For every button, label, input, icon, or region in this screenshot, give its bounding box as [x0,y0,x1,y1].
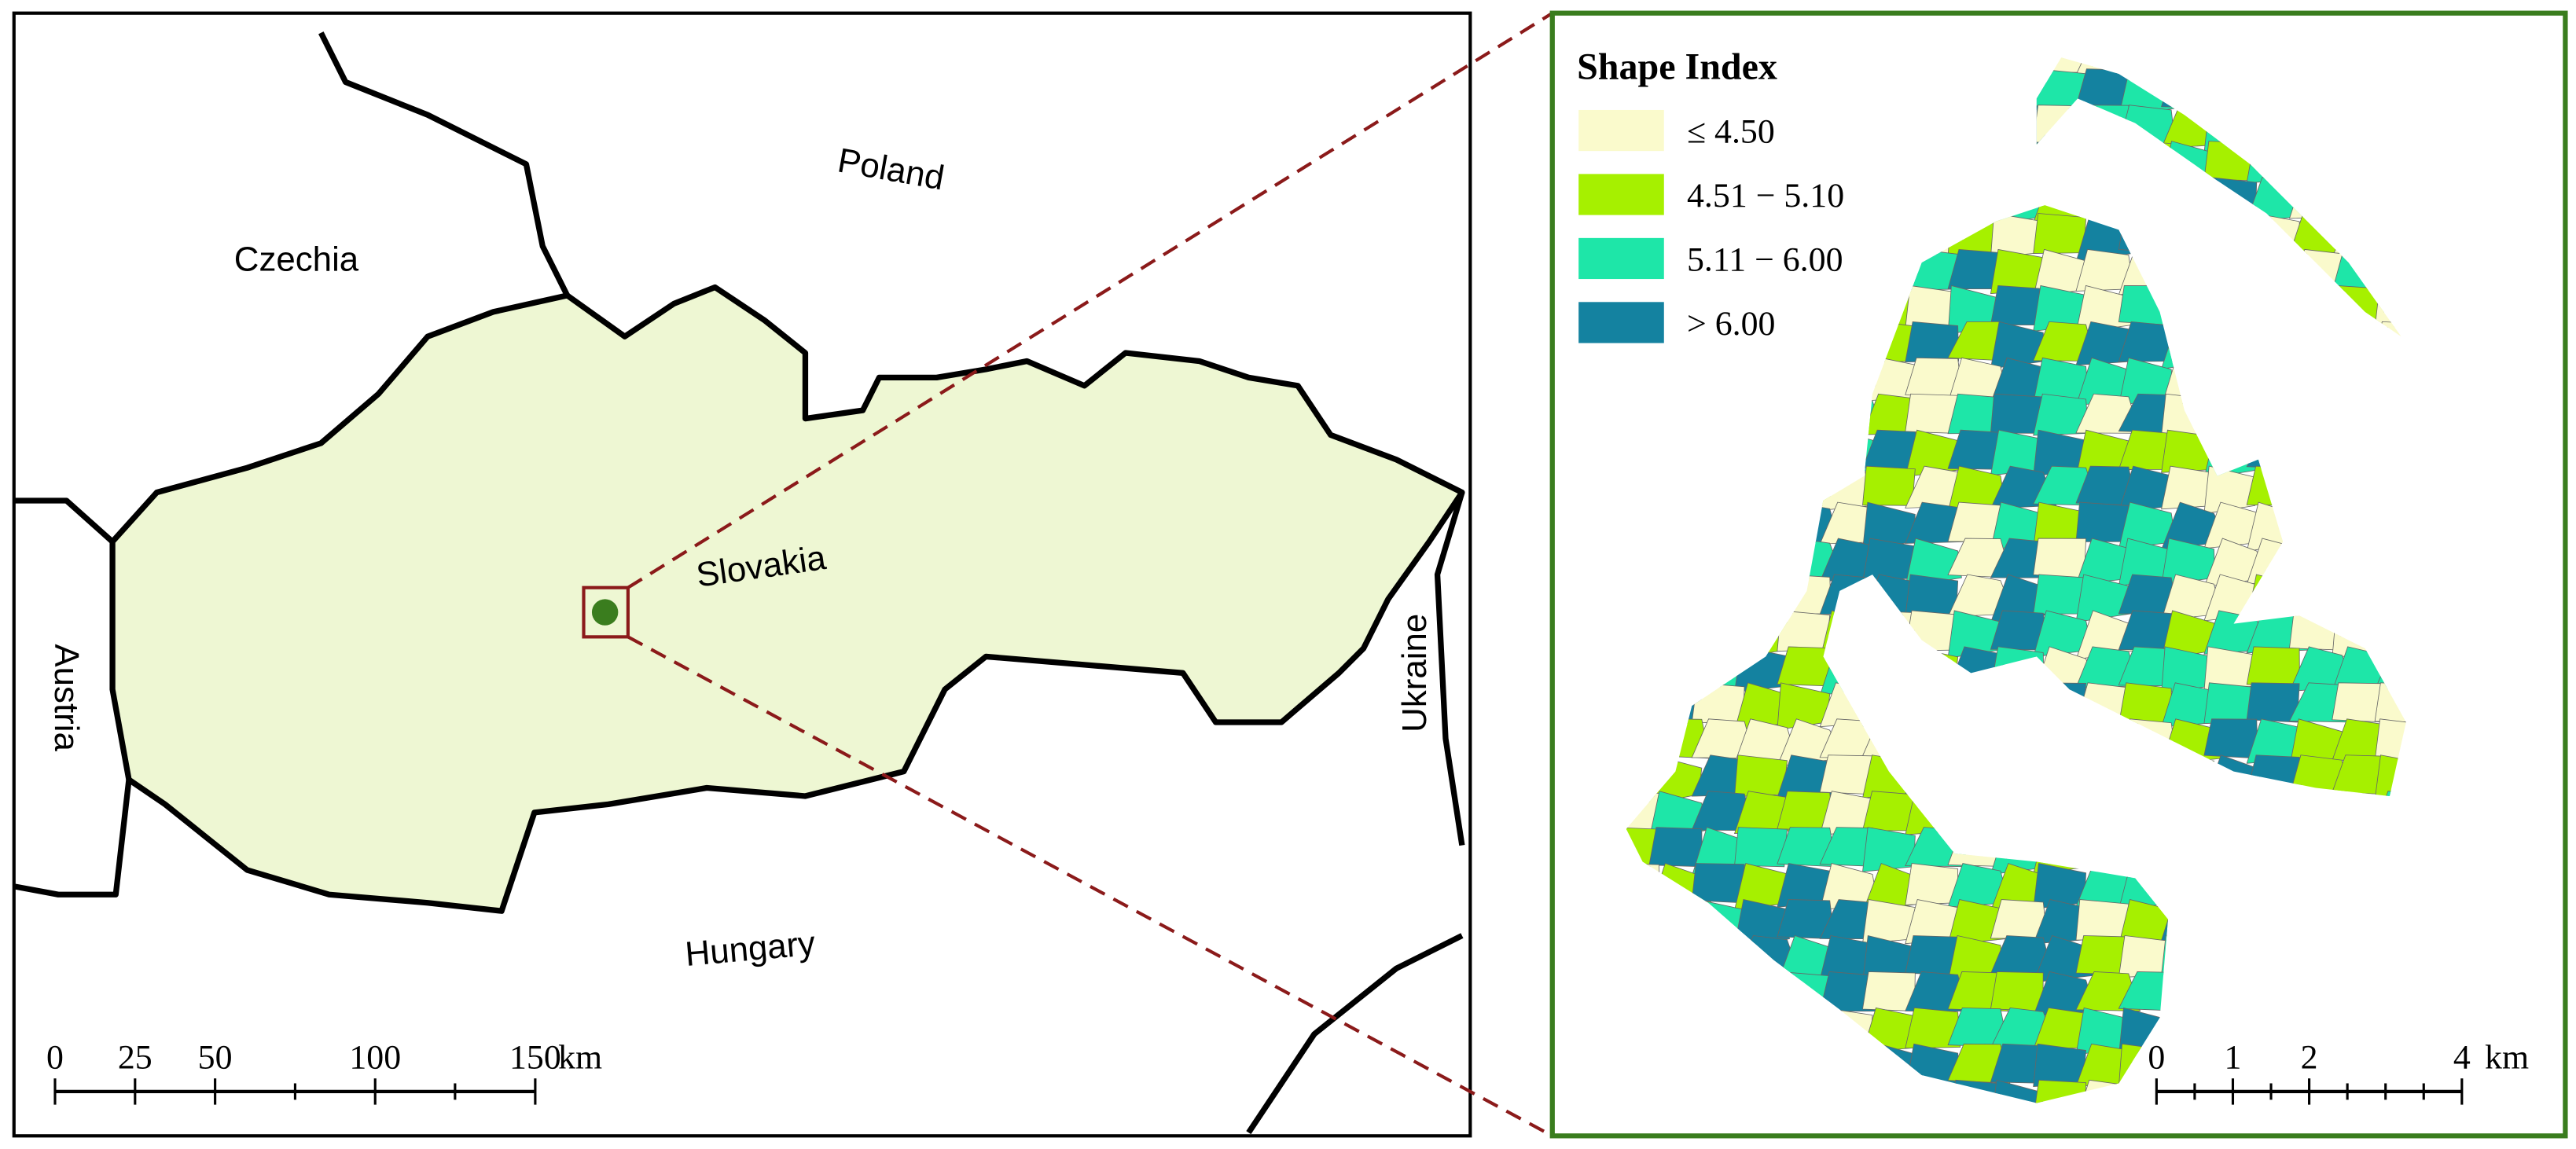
country-label: Austria [47,644,86,751]
parcel [1862,971,1916,1011]
scale-label: 50 [198,1039,233,1077]
country-label: Czechia [234,240,359,279]
study-area-box [582,586,630,639]
scale-label: 2 [2301,1039,2318,1077]
scale-unit: km [2485,1039,2529,1077]
border [318,31,570,297]
parcel [1905,1007,1961,1049]
legend-label: 5.11 − 6.00 [1687,241,1843,279]
legend-label: 4.51 − 5.10 [1687,177,1844,215]
parcel [2246,646,2300,687]
country-label: Ukraine [1395,614,1434,732]
scale-label: 1 [2225,1039,2242,1077]
parcel [1691,863,1745,904]
parcel [2075,899,2130,941]
scale-label: 4 [2453,1039,2471,1077]
parcel [1648,827,1703,868]
legend: ≤ 4.50 4.51 − 5.10 5.11 − 6.00 > 6.00 [1578,109,1844,343]
border [1246,933,1464,1135]
scale-label: 150 [509,1039,561,1077]
legend-label: > 6.00 [1687,305,1775,343]
zoom-line [627,11,1553,589]
scale-label: 0 [46,1039,64,1077]
parcel [2374,718,2406,762]
legend-swatch [1578,109,1664,152]
zoom-line [627,635,1553,1138]
scale-label: 100 [349,1039,401,1077]
parcel [1905,538,1962,588]
parcel [1734,827,1788,868]
parcel [2033,538,2086,578]
legend-title: Shape Index [1577,46,1777,87]
border [13,497,115,544]
parcel [1734,754,1788,798]
parcel [1905,321,1960,362]
scale-label: 0 [2148,1039,2165,1077]
scale-unit: km [558,1039,602,1077]
parcel [1648,791,1706,840]
parcel [2246,682,2300,723]
study-area [591,599,619,626]
parcel [2033,213,2086,254]
scale-label: 25 [118,1039,153,1077]
parcel [1862,465,1916,506]
legend-swatch [1578,302,1664,343]
parcel [2203,718,2258,759]
border [1434,491,1465,846]
parcel [1990,1079,2044,1103]
parcel [1990,971,2044,1011]
legend-label: ≤ 4.50 [1687,113,1775,151]
legend-swatch [1578,237,1664,280]
parcel [2203,465,2258,515]
border [13,779,132,898]
legend-swatch [1578,174,1664,215]
parcel [2075,501,2130,542]
parcel [1905,863,1959,905]
slovakia-outline [109,284,1465,914]
